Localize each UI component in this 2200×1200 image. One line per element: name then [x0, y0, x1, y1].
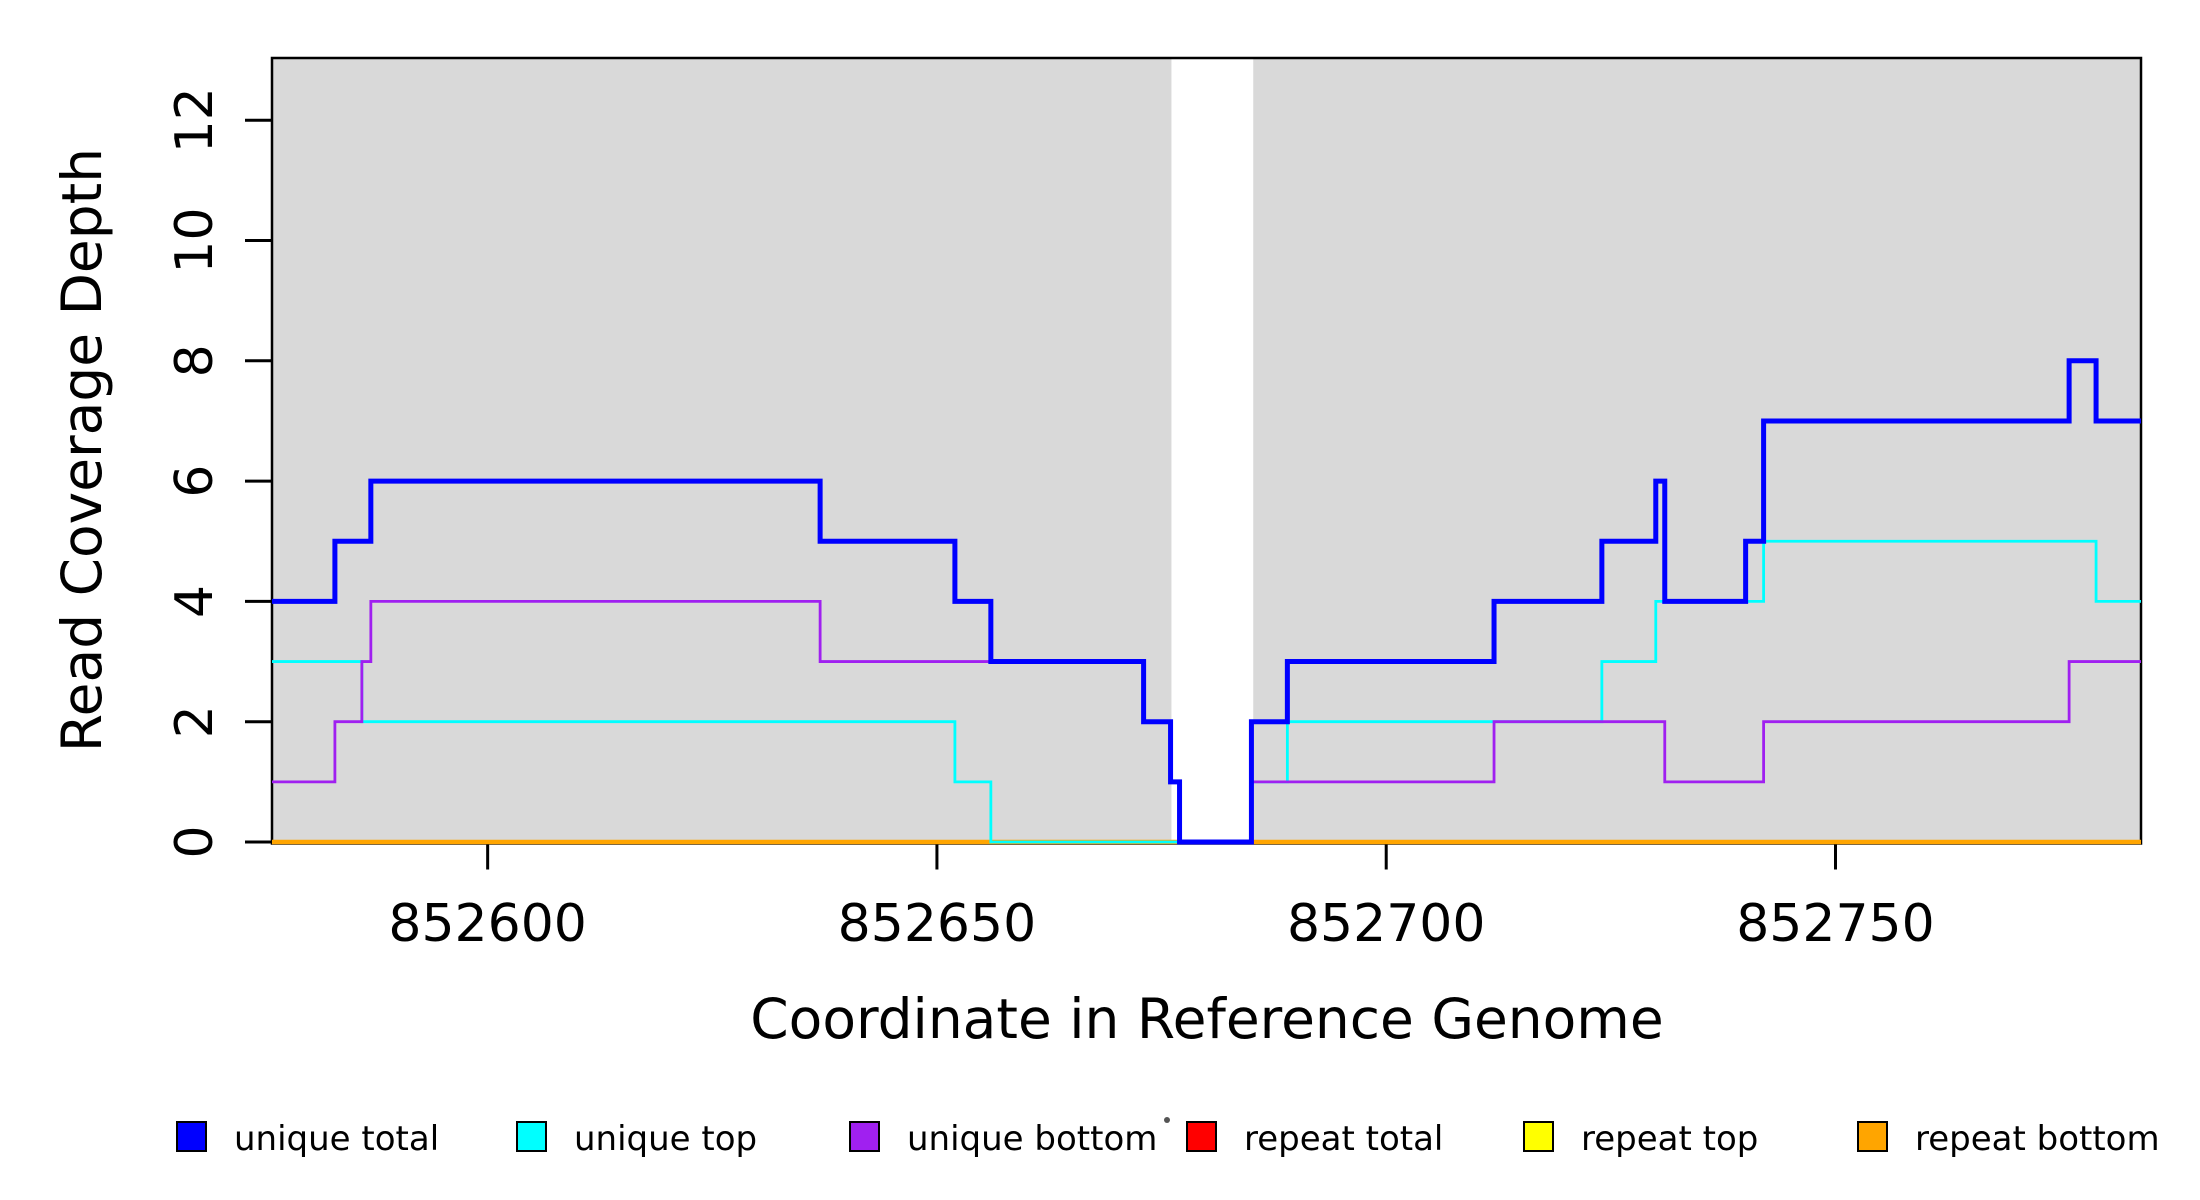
- legend-entry-unique-top: unique top: [516, 1119, 757, 1159]
- legend-label-repeat-total: repeat total: [1244, 1119, 1443, 1159]
- legend-label-unique-total: unique total: [234, 1119, 439, 1159]
- y-axis-tick-label: 2: [165, 705, 225, 738]
- y-axis-title: Read Coverage Depth: [50, 148, 114, 752]
- plot-background-layer: [272, 58, 2141, 844]
- legend-swatch-repeat-total: [1186, 1121, 1217, 1152]
- x-axis-title: Coordinate in Reference Genome: [750, 987, 1663, 1051]
- legend: unique total unique top unique bottom re…: [176, 1117, 2160, 1159]
- plot-background-left: [272, 58, 1172, 844]
- legend-label-unique-bottom: unique bottom: [907, 1119, 1157, 1159]
- legend-entry-repeat-bottom: repeat bottom: [1857, 1119, 2160, 1159]
- series-unique-top: [272, 539, 2141, 844]
- x-axis-tick-label: 852650: [838, 894, 1037, 954]
- legend-label-repeat-bottom: repeat bottom: [1915, 1119, 2160, 1159]
- legend-entry-repeat-top: repeat top: [1523, 1119, 1758, 1159]
- x-axis-tick-label: 852750: [1736, 894, 1935, 954]
- legend-label-repeat-top: repeat top: [1581, 1119, 1758, 1159]
- legend-swatch-unique-bottom: [849, 1121, 880, 1152]
- y-axis-tick-label: 0: [165, 825, 225, 858]
- legend-entry-unique-total: unique total: [176, 1119, 439, 1159]
- plot-background-right: [1253, 58, 2141, 844]
- legend-swatch-repeat-bottom: [1857, 1121, 1888, 1152]
- legend-swatch-unique-total: [176, 1121, 207, 1152]
- series-layer: [272, 358, 2141, 845]
- y-axis-tick-label: 4: [165, 585, 225, 618]
- series-unique-total: [272, 358, 2141, 845]
- legend-entry-repeat-total: repeat total: [1186, 1119, 1443, 1159]
- legend-label-unique-top: unique top: [574, 1119, 757, 1159]
- y-axis-tick-label: 6: [165, 465, 225, 498]
- x-axis-tick-label: 852600: [388, 894, 587, 954]
- legend-swatch-unique-top: [516, 1121, 547, 1152]
- y-axis-tick-label: 8: [165, 344, 225, 377]
- x-axis-tick-label: 852700: [1287, 894, 1486, 954]
- axes-layer: 852600 852650 852700 852750 0 2 4 6 8 10 12: [165, 56, 2143, 954]
- y-axis-tick-label: 10: [165, 207, 225, 273]
- stray-mark: [1164, 1117, 1170, 1123]
- legend-swatch-repeat-top: [1523, 1121, 1554, 1152]
- legend-entry-unique-bottom: unique bottom: [849, 1119, 1157, 1159]
- y-axis-tick-label: 12: [165, 87, 225, 153]
